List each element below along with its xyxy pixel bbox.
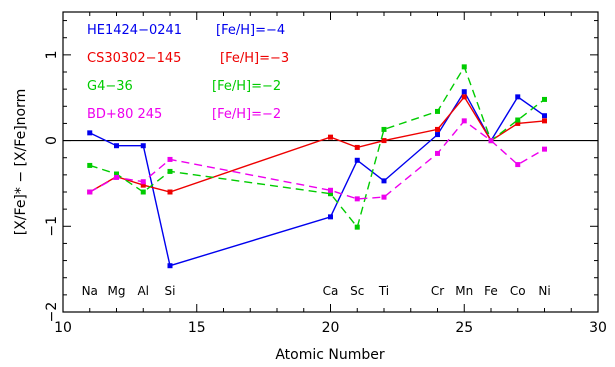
legend-feh-3: [Fe/H]=−2	[212, 79, 281, 94]
element-label: Fe	[484, 284, 498, 298]
y-tick-label: −1	[44, 216, 60, 237]
y-tick-label: 0	[44, 136, 60, 145]
x-tick-label: 20	[322, 320, 340, 336]
data-point-4	[542, 146, 547, 152]
data-point-4	[87, 189, 93, 195]
legend-name-3: G4−36	[87, 79, 133, 94]
data-point-4	[515, 162, 521, 168]
data-point-4	[381, 194, 387, 200]
data-point-2	[328, 134, 333, 140]
legend-name-1: HE1424−0241	[87, 23, 182, 38]
data-point-4	[354, 196, 360, 202]
data-point-3	[515, 117, 521, 123]
element-label: Mg	[108, 284, 126, 298]
data-point-1	[435, 132, 440, 138]
series-line-3	[89, 65, 545, 229]
data-point-4	[140, 179, 146, 185]
data-point-1	[87, 130, 93, 136]
data-point-4	[435, 150, 440, 156]
data-point-2	[140, 182, 146, 188]
element-label: Ti	[378, 284, 389, 298]
legend-name-4: BD+80 245	[87, 107, 162, 122]
data-point-4	[328, 187, 333, 193]
legend-name-2: CS30302−145	[87, 51, 181, 66]
data-point-3	[140, 189, 146, 195]
legend-feh-2: [Fe/H]=−3	[220, 51, 289, 66]
x-tick-label: 15	[188, 320, 206, 336]
element-label: Ni	[538, 284, 550, 298]
data-point-1	[140, 143, 146, 149]
element-label: Al	[137, 284, 149, 298]
element-label: Ca	[323, 284, 339, 298]
legend-feh-1: [Fe/H]=−4	[216, 23, 285, 38]
data-point-3	[167, 168, 173, 174]
data-point-2	[515, 120, 521, 126]
data-point-2	[461, 94, 467, 100]
x-axis-label: Atomic Number	[275, 347, 385, 363]
legend-feh-4: [Fe/H]=−2	[212, 107, 281, 122]
data-point-3	[114, 171, 119, 177]
data-point-2	[542, 118, 547, 124]
data-point-3	[435, 108, 440, 114]
data-point-1	[515, 94, 521, 100]
y-tick-label: −2	[44, 302, 60, 323]
x-tick-label: 30	[589, 320, 607, 336]
data-point-1	[328, 214, 333, 220]
series-line-4	[89, 119, 545, 200]
legend: HE1424−0241 [Fe/H]=−4 CS30302−145 [Fe/H]=−3…	[87, 23, 289, 122]
data-point-2	[381, 138, 387, 144]
series-line-1	[89, 90, 545, 267]
data-point-1	[542, 113, 547, 119]
data-point-3	[354, 224, 360, 230]
element-label: Si	[165, 284, 176, 298]
data-point-3	[381, 126, 387, 132]
element-label: Mn	[455, 284, 473, 298]
data-point-4	[167, 156, 173, 162]
data-point-4	[488, 138, 494, 144]
data-point-2	[354, 144, 360, 150]
chart-marks: 10 15 20 25 30 −2 −1 0 1 Na Mg Al Si Ca Sc Ti Cr Mn Fe Co Ni	[44, 12, 607, 336]
x-tick-label: 25	[455, 320, 473, 336]
data-point-3	[328, 191, 333, 197]
element-label: Cr	[431, 284, 444, 298]
x-tick-label: 10	[54, 320, 72, 336]
data-point-1	[167, 263, 173, 269]
data-point-2	[435, 126, 440, 132]
data-point-1	[114, 143, 119, 149]
y-axis-label: [X/Fe]* − [X/Fe]norm	[13, 89, 29, 235]
data-point-2	[167, 189, 173, 195]
data-point-3	[461, 64, 467, 70]
data-point-1	[354, 157, 360, 163]
data-point-1	[461, 89, 467, 95]
data-point-3	[542, 96, 547, 102]
data-point-4	[461, 118, 467, 124]
element-label: Sc	[350, 284, 364, 298]
data-point-3	[87, 162, 93, 168]
element-label: Co	[510, 284, 526, 298]
element-label: Na	[82, 284, 98, 298]
plot-frame	[62, 11, 599, 313]
data-point-4	[114, 174, 119, 180]
data-point-1	[381, 178, 387, 184]
y-tick-label: 1	[44, 50, 60, 59]
